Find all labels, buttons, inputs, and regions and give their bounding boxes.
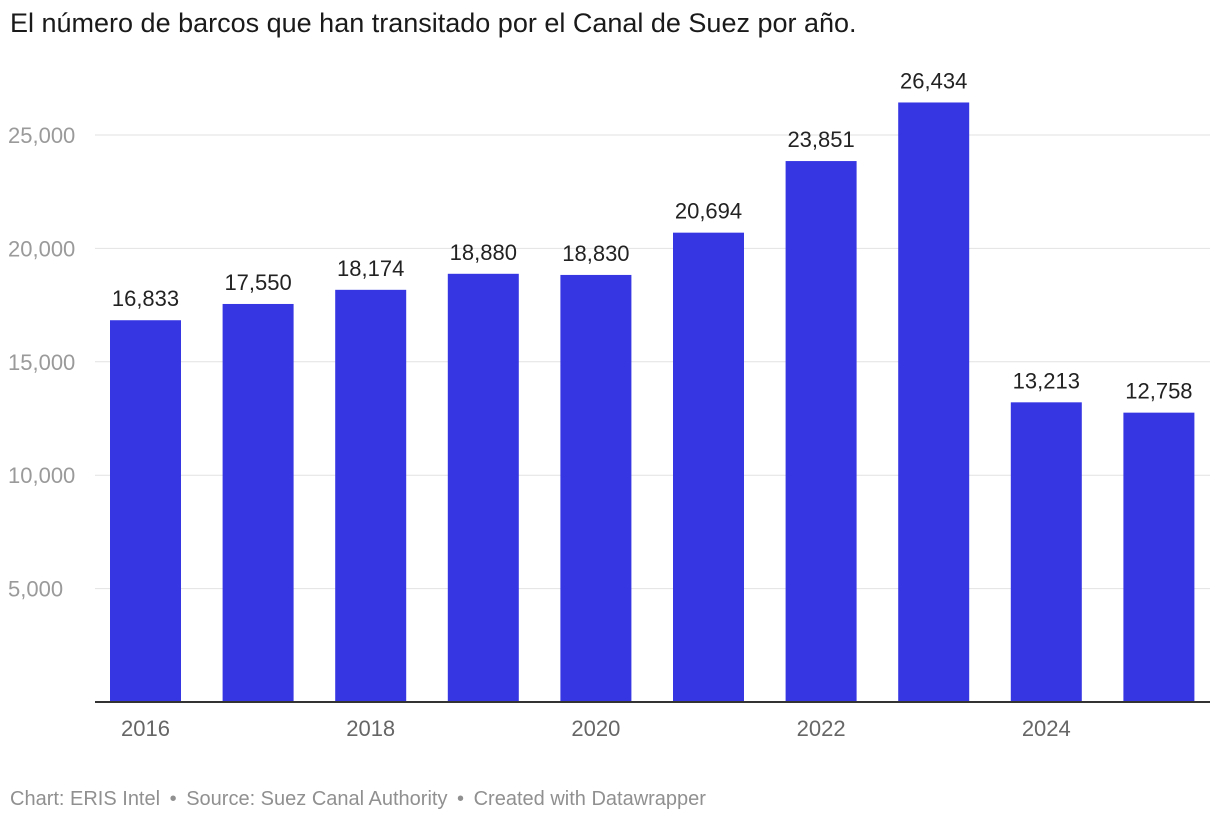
data-label: 23,851 [787,127,854,152]
axes: 5,000 10,000 15,000 20,000 25,000 2016 2018 202… [8,123,1210,741]
bar-2024 [1010,402,1082,702]
data-label: 17,550 [224,270,291,295]
y-tick-label: 25,000 [8,123,75,148]
data-labels: 16,833 17,550 18,174 18,880 18,830 20,694 23,8… [112,68,1193,403]
footer-separator: • [457,788,465,810]
chart-title: El número de barcos que han transitado p… [10,8,857,38]
y-tick-label: 10,000 [8,463,75,488]
bars [110,102,1195,703]
bar-2021 [673,232,744,702]
chart-credit: Chart: ERIS Intel [10,788,161,810]
data-label: 16,833 [112,286,179,311]
y-tick-label: 5,000 [8,577,63,602]
data-label: 18,880 [450,240,517,265]
data-label: 20,694 [675,199,742,224]
x-tick-label: 2016 [121,716,170,741]
bar-2018 [335,289,407,702]
x-tick-label: 2020 [571,716,620,741]
bar-2025 [1123,412,1195,702]
bar-2016 [110,320,181,702]
chart-source: Source: Suez Canal Authority [186,788,448,810]
chart-footer: Chart: ERIS Intel • Source: Suez Canal A… [10,788,706,811]
footer-separator: • [169,788,177,810]
x-tick-label: 2018 [346,716,395,741]
data-label: 26,434 [900,68,967,93]
bar-2019 [447,273,519,702]
data-label: 18,174 [337,256,404,281]
y-tick-label: 20,000 [8,236,75,261]
x-tick-label: 2022 [797,716,846,741]
data-label: 18,830 [562,241,629,266]
data-label: 12,758 [1125,379,1192,404]
bar-2017 [222,303,294,702]
bar-2023 [898,102,970,703]
created-with: Created with Datawrapper [473,788,706,810]
y-tick-label: 15,000 [8,350,75,375]
data-label: 13,213 [1013,368,1080,393]
bar-2020 [560,274,632,702]
bar-2022 [785,161,857,702]
x-tick-label: 2024 [1022,716,1071,741]
